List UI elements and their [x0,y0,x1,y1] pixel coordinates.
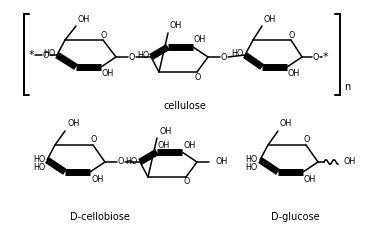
Text: *: * [322,52,328,62]
Text: OH: OH [183,140,195,150]
Text: OH: OH [288,69,300,79]
Text: OH: OH [215,158,227,167]
Text: HO: HO [246,164,258,172]
Text: *: * [28,50,34,60]
Text: OH: OH [304,175,316,184]
Text: OH: OH [280,120,292,129]
Text: O: O [313,52,319,62]
Text: HO: HO [43,49,55,58]
Text: OH: OH [158,140,170,150]
Text: OH: OH [170,21,182,31]
Text: OH: OH [78,14,90,24]
Text: O: O [43,51,49,59]
Text: OH: OH [194,35,206,45]
Text: O: O [91,136,97,144]
Text: D-cellobiose: D-cellobiose [70,212,130,222]
Text: O: O [118,158,124,167]
Text: OH: OH [102,69,114,79]
Text: HO: HO [126,157,138,165]
Text: D-glucose: D-glucose [271,212,319,222]
Text: HO: HO [231,49,243,58]
Text: HO: HO [137,51,149,61]
Text: HO: HO [33,154,45,164]
Text: O: O [221,52,227,62]
Text: HO: HO [246,154,258,164]
Text: cellulose: cellulose [163,101,206,111]
Text: O: O [184,178,190,186]
Text: n: n [344,82,350,92]
Text: HO: HO [33,164,45,172]
Text: O: O [289,31,295,40]
Text: O: O [101,31,107,40]
Text: O: O [195,72,201,82]
Text: OH: OH [91,175,103,184]
Text: OH: OH [264,14,276,24]
Text: O: O [129,52,135,62]
Text: OH: OH [67,120,79,129]
Text: OH: OH [344,157,356,165]
Text: O: O [304,136,310,144]
Text: OH: OH [159,127,171,136]
